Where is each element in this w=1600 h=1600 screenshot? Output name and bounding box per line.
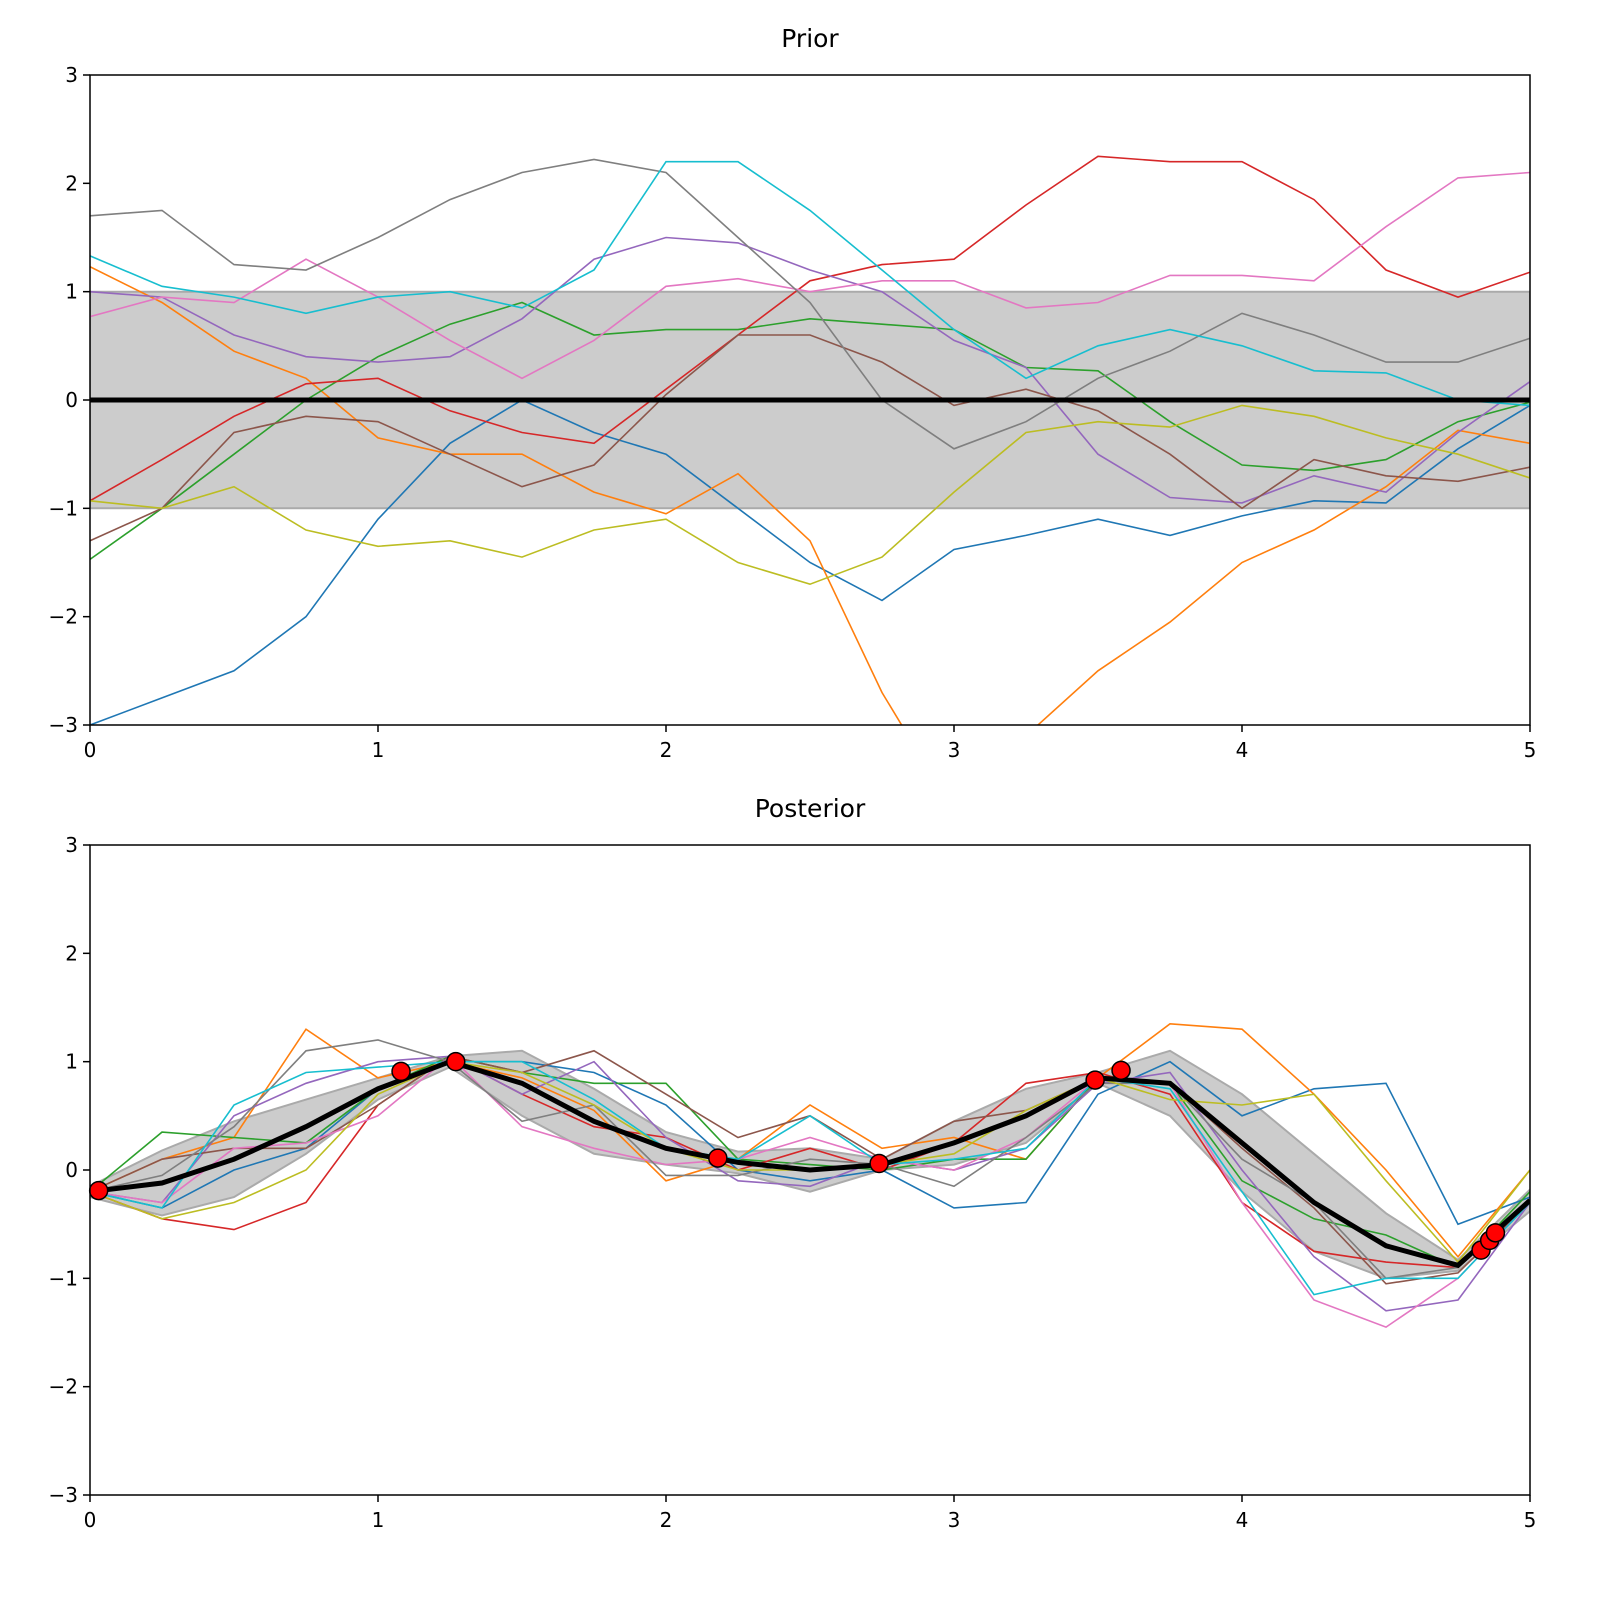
x-tick-label: 4 <box>1236 738 1249 762</box>
x-tick-label: 2 <box>660 738 673 762</box>
sample-line <box>90 404 1530 586</box>
x-tick-label: 0 <box>84 1508 97 1532</box>
sample-line <box>90 399 1530 725</box>
sample-line <box>90 334 1530 542</box>
y-tick-label: 2 <box>65 171 78 195</box>
observation-point <box>1111 1060 1131 1081</box>
y-tick-label: 0 <box>65 1158 78 1182</box>
sample-line <box>90 1022 1530 1258</box>
observation-point <box>1085 1070 1105 1090</box>
y-tick-label: −2 <box>49 605 78 629</box>
y-tick-label: 1 <box>65 1050 78 1074</box>
observation-point <box>88 1180 109 1201</box>
sample-line <box>90 236 1530 504</box>
chart-title: Posterior <box>755 794 866 823</box>
observation-point <box>391 1061 411 1082</box>
sample-line <box>90 1039 1530 1280</box>
y-tick-label: 3 <box>65 63 78 87</box>
y-tick-label: 0 <box>65 388 78 412</box>
observation-point <box>446 1051 466 1072</box>
plot-area <box>90 1022 1530 1328</box>
sample-line <box>90 1055 1530 1269</box>
y-tick-label: −1 <box>49 496 78 520</box>
y-tick-label: −3 <box>49 1483 78 1507</box>
sample-line <box>90 171 1530 380</box>
y-tick-label: 1 <box>65 280 78 304</box>
y-tick-label: −3 <box>49 713 78 737</box>
mean-line <box>90 1059 1530 1269</box>
subplot: Posterior −3 −2 −1 0 1 2 3 0 1 2 3 4 5 <box>49 794 1537 1532</box>
sample-line <box>90 158 1530 450</box>
y-tick-label: −2 <box>49 1375 78 1399</box>
x-tick-label: 1 <box>372 738 385 762</box>
observation-point <box>869 1153 889 1174</box>
observation-point <box>708 1148 728 1168</box>
sample-line <box>90 160 1530 407</box>
observation-point <box>1485 1223 1506 1243</box>
subplot: Prior −3 −2 −1 0 1 2 3 0 1 2 3 4 5 <box>49 24 1537 762</box>
sample-line <box>90 1055 1530 1269</box>
y-tick-label: 3 <box>65 833 78 857</box>
x-tick-label: 3 <box>948 1508 961 1532</box>
x-tick-label: 5 <box>1524 738 1537 762</box>
y-tick-label: 2 <box>65 941 78 965</box>
chart-title: Prior <box>781 24 839 53</box>
x-tick-label: 5 <box>1524 1508 1537 1532</box>
x-tick-label: 3 <box>948 738 961 762</box>
sample-line <box>90 301 1530 560</box>
x-tick-label: 4 <box>1236 1508 1249 1532</box>
sample-line <box>90 1055 1530 1328</box>
sample-line <box>90 155 1530 502</box>
x-tick-label: 2 <box>660 1508 673 1532</box>
x-tick-label: 1 <box>372 1508 385 1532</box>
x-tick-label: 0 <box>84 738 97 762</box>
y-tick-label: −1 <box>49 1266 78 1290</box>
sample-line <box>90 1060 1530 1296</box>
plot-area <box>90 155 1530 725</box>
sample-line <box>90 1055 1530 1312</box>
